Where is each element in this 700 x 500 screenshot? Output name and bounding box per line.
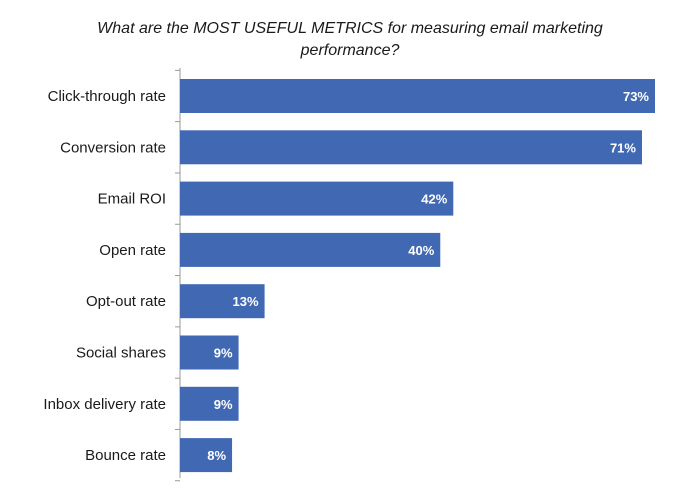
chart-title-line-1: What are the MOST USEFUL METRICS for mea…: [97, 20, 603, 37]
value-label: 40%: [408, 243, 434, 258]
category-label: Opt-out rate: [86, 293, 166, 310]
value-label: 8%: [207, 448, 226, 463]
chart-title-line-2: performance?: [300, 42, 400, 59]
bar-open-rate: [180, 232, 441, 267]
value-label: 9%: [214, 346, 233, 361]
bar-social-shares: [180, 335, 239, 370]
value-label: 9%: [214, 397, 233, 412]
value-label: 71%: [610, 140, 636, 155]
value-label: 42%: [421, 192, 447, 207]
bar-email-roi: [180, 181, 454, 216]
value-label: 73%: [623, 89, 649, 104]
category-label: Open rate: [99, 242, 166, 259]
bar-conversion-rate: [180, 130, 642, 165]
bar-bounce-rate: [180, 438, 233, 473]
category-label: Conversion rate: [60, 139, 166, 156]
category-label: Bounce rate: [85, 447, 166, 464]
bar-inbox-delivery-rate: [180, 386, 239, 421]
category-label: Email ROI: [98, 191, 166, 208]
category-label: Inbox delivery rate: [43, 396, 166, 413]
category-label: Click-through rate: [48, 88, 166, 105]
value-label: 13%: [233, 294, 259, 309]
bar-click-through-rate: [180, 79, 655, 113]
bar-opt-out-rate: [180, 284, 265, 319]
category-label: Social shares: [76, 345, 166, 362]
